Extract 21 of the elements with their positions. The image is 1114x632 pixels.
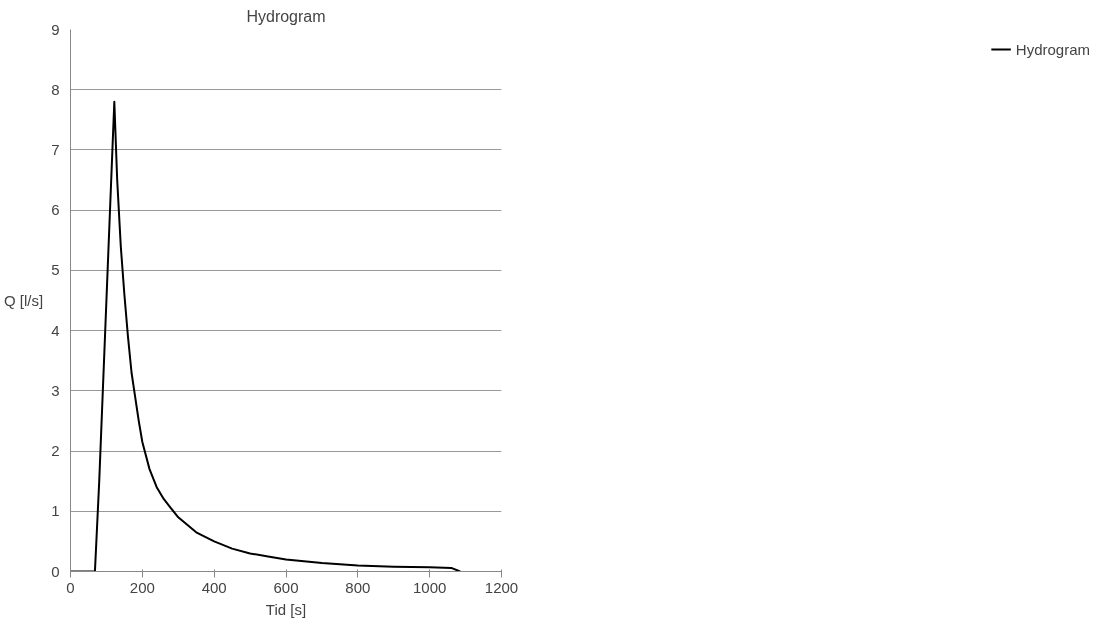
y-axis-title: Q [l/s] [3,292,44,309]
chart-title: Hydrogram [246,7,326,25]
legend-label: Hydrogram [1015,40,1090,58]
y-tick-label: 7 [51,140,60,158]
x-tick-label: 800 [345,578,371,596]
y-tick-label: 3 [51,381,60,399]
y-tick-label: 4 [51,321,60,339]
y-tick-label: 0 [51,562,60,580]
y-tick-label: 1 [51,502,60,520]
x-tick-label: 0 [66,578,75,596]
y-tick-label: 9 [51,20,60,38]
x-tick-label: 400 [201,578,227,596]
y-tick-label: 5 [51,261,60,279]
x-axis-title: Tid [s] [265,600,307,618]
x-tick-label: 1000 [412,578,447,596]
y-tick-label: 6 [51,201,60,219]
y-tick-label: 2 [51,442,60,460]
x-tick-label: 200 [129,578,155,596]
y-tick-label: 8 [51,80,60,98]
x-tick-label: 600 [273,578,299,596]
x-tick-label: 1200 [484,578,519,596]
